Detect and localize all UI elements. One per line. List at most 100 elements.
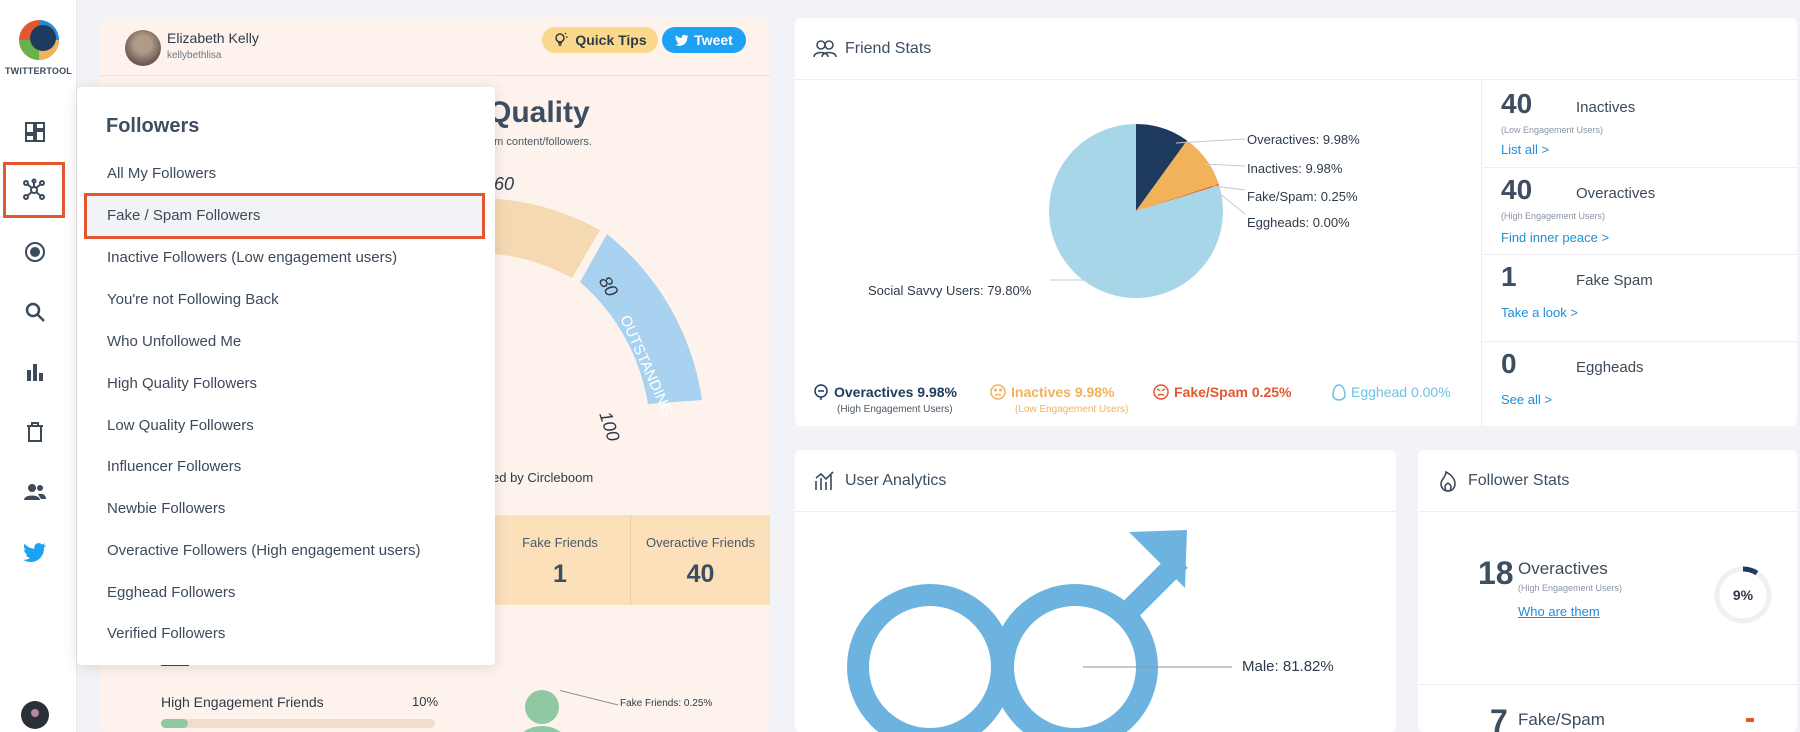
analytics-icon: [815, 470, 834, 490]
pie-label-social-savvy: Social Savvy Users: 79.80%: [868, 283, 1032, 298]
menu-high-quality-followers[interactable]: High Quality Followers: [107, 375, 258, 392]
profile-name: Elizabeth Kelly: [167, 30, 259, 46]
profile-handle: kellybethlisa: [167, 50, 222, 61]
menu-egghead-followers[interactable]: Egghead Followers: [107, 584, 236, 601]
user-analytics-card: User Analytics: [795, 450, 1396, 732]
side-fake-spam-count: 1: [1501, 261, 1517, 292]
nav-dashboard[interactable]: [0, 107, 70, 157]
menu-inactive-followers[interactable]: Inactive Followers (Low engagement users…: [107, 249, 398, 266]
overactive-friends-value: 40: [686, 560, 715, 588]
section-divider: [161, 664, 189, 666]
friend-stats-header: Friend Stats: [795, 18, 1797, 80]
quick-tips-button[interactable]: Quick Tips: [542, 27, 658, 53]
account-avatar[interactable]: [21, 701, 49, 729]
pie-slice-social-savvy-users[interactable]: [1049, 124, 1223, 298]
pie-label-eggheads: Eggheads: 0.00%: [1247, 215, 1350, 230]
follower-stats-card: Follower Stats 18 Overactives (High Enga…: [1418, 450, 1797, 732]
egg-icon: [1332, 384, 1346, 401]
brand-logo[interactable]: TWITTERTOOL: [0, 18, 77, 76]
side-stat-eggheads: 0 Eggheads See all >: [1482, 342, 1798, 426]
pie-leader-line: [1204, 163, 1246, 167]
brain-icon: [814, 384, 828, 400]
nav-users[interactable]: [0, 467, 70, 517]
user-analytics-title: User Analytics: [845, 471, 947, 489]
menu-all-followers[interactable]: All My Followers: [107, 165, 217, 182]
follower-overactives-name: Overactives: [1518, 559, 1608, 578]
nav-twitter[interactable]: [0, 527, 70, 577]
user-analytics-header: User Analytics: [795, 450, 1396, 512]
logo-mark-icon: [18, 20, 59, 60]
menu-who-unfollowed[interactable]: Who Unfollowed Me: [107, 333, 242, 350]
quality-gauge: OUTSTANDING: [480, 198, 702, 418]
ring-progress: [1714, 566, 1772, 624]
menu-influencer-followers[interactable]: Influencer Followers: [107, 458, 242, 475]
person-figure-body: [510, 726, 574, 732]
side-fake-spam-name: Fake Spam: [1576, 272, 1653, 289]
tweet-label: Tweet: [694, 32, 733, 48]
follower-stats-header: Follower Stats: [1418, 450, 1797, 512]
follower-stats-title: Follower Stats: [1468, 471, 1570, 489]
legend-overactives: Overactives 9.98%: [812, 383, 957, 401]
side-overactives-sub: (High Engagement Users): [1501, 211, 1606, 221]
gauge-label-60: 60: [494, 174, 515, 194]
follower-stats-divider: [1418, 684, 1797, 685]
fake-friends-leader-line: [559, 690, 619, 706]
nav-analytics[interactable]: [0, 347, 70, 397]
pie-slice-inactives[interactable]: [1136, 140, 1219, 211]
menu-verified-followers[interactable]: Verified Followers: [107, 625, 226, 642]
legend-fake-spam: Fake/Spam 0.25%: [1152, 383, 1292, 401]
person-figure-head: [525, 690, 559, 724]
menu-newbie-followers[interactable]: Newbie Followers: [107, 500, 226, 517]
lightbulb-icon: [555, 32, 568, 46]
tweet-button[interactable]: Tweet: [662, 27, 746, 53]
dashboard-icon: [25, 122, 45, 142]
profile-avatar[interactable]: [125, 30, 161, 66]
bar-chart-icon: [27, 364, 43, 381]
friend-stats-title: Friend Stats: [845, 39, 932, 57]
list-all-link[interactable]: List all >: [1501, 142, 1550, 157]
quality-subtitle: am content/followers.: [488, 136, 592, 148]
side-stat-inactives: 40 Inactives (Low Engagement Users) List…: [1482, 80, 1798, 168]
follower-fake-spam-name: Fake/Spam: [1518, 710, 1605, 729]
pie-leader-line: [1175, 138, 1246, 144]
gauge-band-outstanding: [580, 234, 702, 404]
side-overactives-name: Overactives: [1576, 185, 1656, 202]
legend-inactives: Inactives 9.98%: [989, 383, 1115, 401]
trash-icon: [27, 422, 43, 442]
overactive-friends-stat[interactable]: Overactive Friends 40: [630, 515, 770, 605]
legend-egghead-text: Egghead 0.00%: [1351, 384, 1451, 400]
menu-low-quality-followers[interactable]: Low Quality Followers: [107, 417, 254, 434]
powered-by: ed by Circleboom: [492, 470, 594, 485]
side-inactives-name: Inactives: [1576, 99, 1636, 116]
fake-friends-stat[interactable]: Fake Friends 1: [490, 515, 630, 605]
selected-menu-highlight: [84, 193, 485, 239]
friend-stats-side: 40 Inactives (Low Engagement Users) List…: [1481, 80, 1798, 426]
nav-search[interactable]: [0, 287, 70, 337]
menu-overactive-followers[interactable]: Overactive Followers (High engagement us…: [107, 542, 421, 559]
take-a-look-link[interactable]: Take a look >: [1501, 305, 1578, 320]
side-overactives-count: 40: [1501, 174, 1533, 205]
profile-bar: Elizabeth Kelly kellybethlisa Quick Tips…: [100, 18, 770, 76]
pie-slice-fake-spam[interactable]: [1136, 183, 1220, 211]
side-eggheads-count: 0: [1501, 348, 1517, 379]
legend-inactives-text: Inactives 9.98%: [1011, 384, 1115, 400]
high-engagement-percent: 10%: [412, 694, 439, 709]
see-all-link[interactable]: See all >: [1501, 392, 1552, 407]
menu-fake-spam-followers[interactable]: Fake / Spam Followers: [107, 207, 261, 224]
fire-icon: [1440, 470, 1456, 492]
pie-slice-overactives[interactable]: [1136, 124, 1188, 211]
twitter-icon: [23, 543, 46, 563]
friend-stats-pie-chart: [1049, 124, 1246, 298]
friend-summary-strip: Fake Friends 1 Overactive Friends 40: [490, 515, 770, 605]
sidebar: TWITTERTOOL: [0, 0, 77, 732]
find-inner-peace-link[interactable]: Find inner peace >: [1501, 230, 1610, 245]
nav-delete[interactable]: [0, 407, 70, 457]
pie-label-inactives: Inactives: 9.98%: [1247, 161, 1343, 176]
menu-not-following-back[interactable]: You're not Following Back: [107, 291, 279, 308]
nav-target[interactable]: [0, 227, 70, 277]
who-are-them-link[interactable]: Who are them: [1518, 604, 1600, 619]
legend-inactives-sub: (Low Engagement Users): [1015, 404, 1129, 415]
nav-network[interactable]: [3, 162, 65, 218]
search-icon: [25, 302, 45, 322]
pie-leader-line: [1212, 185, 1246, 191]
